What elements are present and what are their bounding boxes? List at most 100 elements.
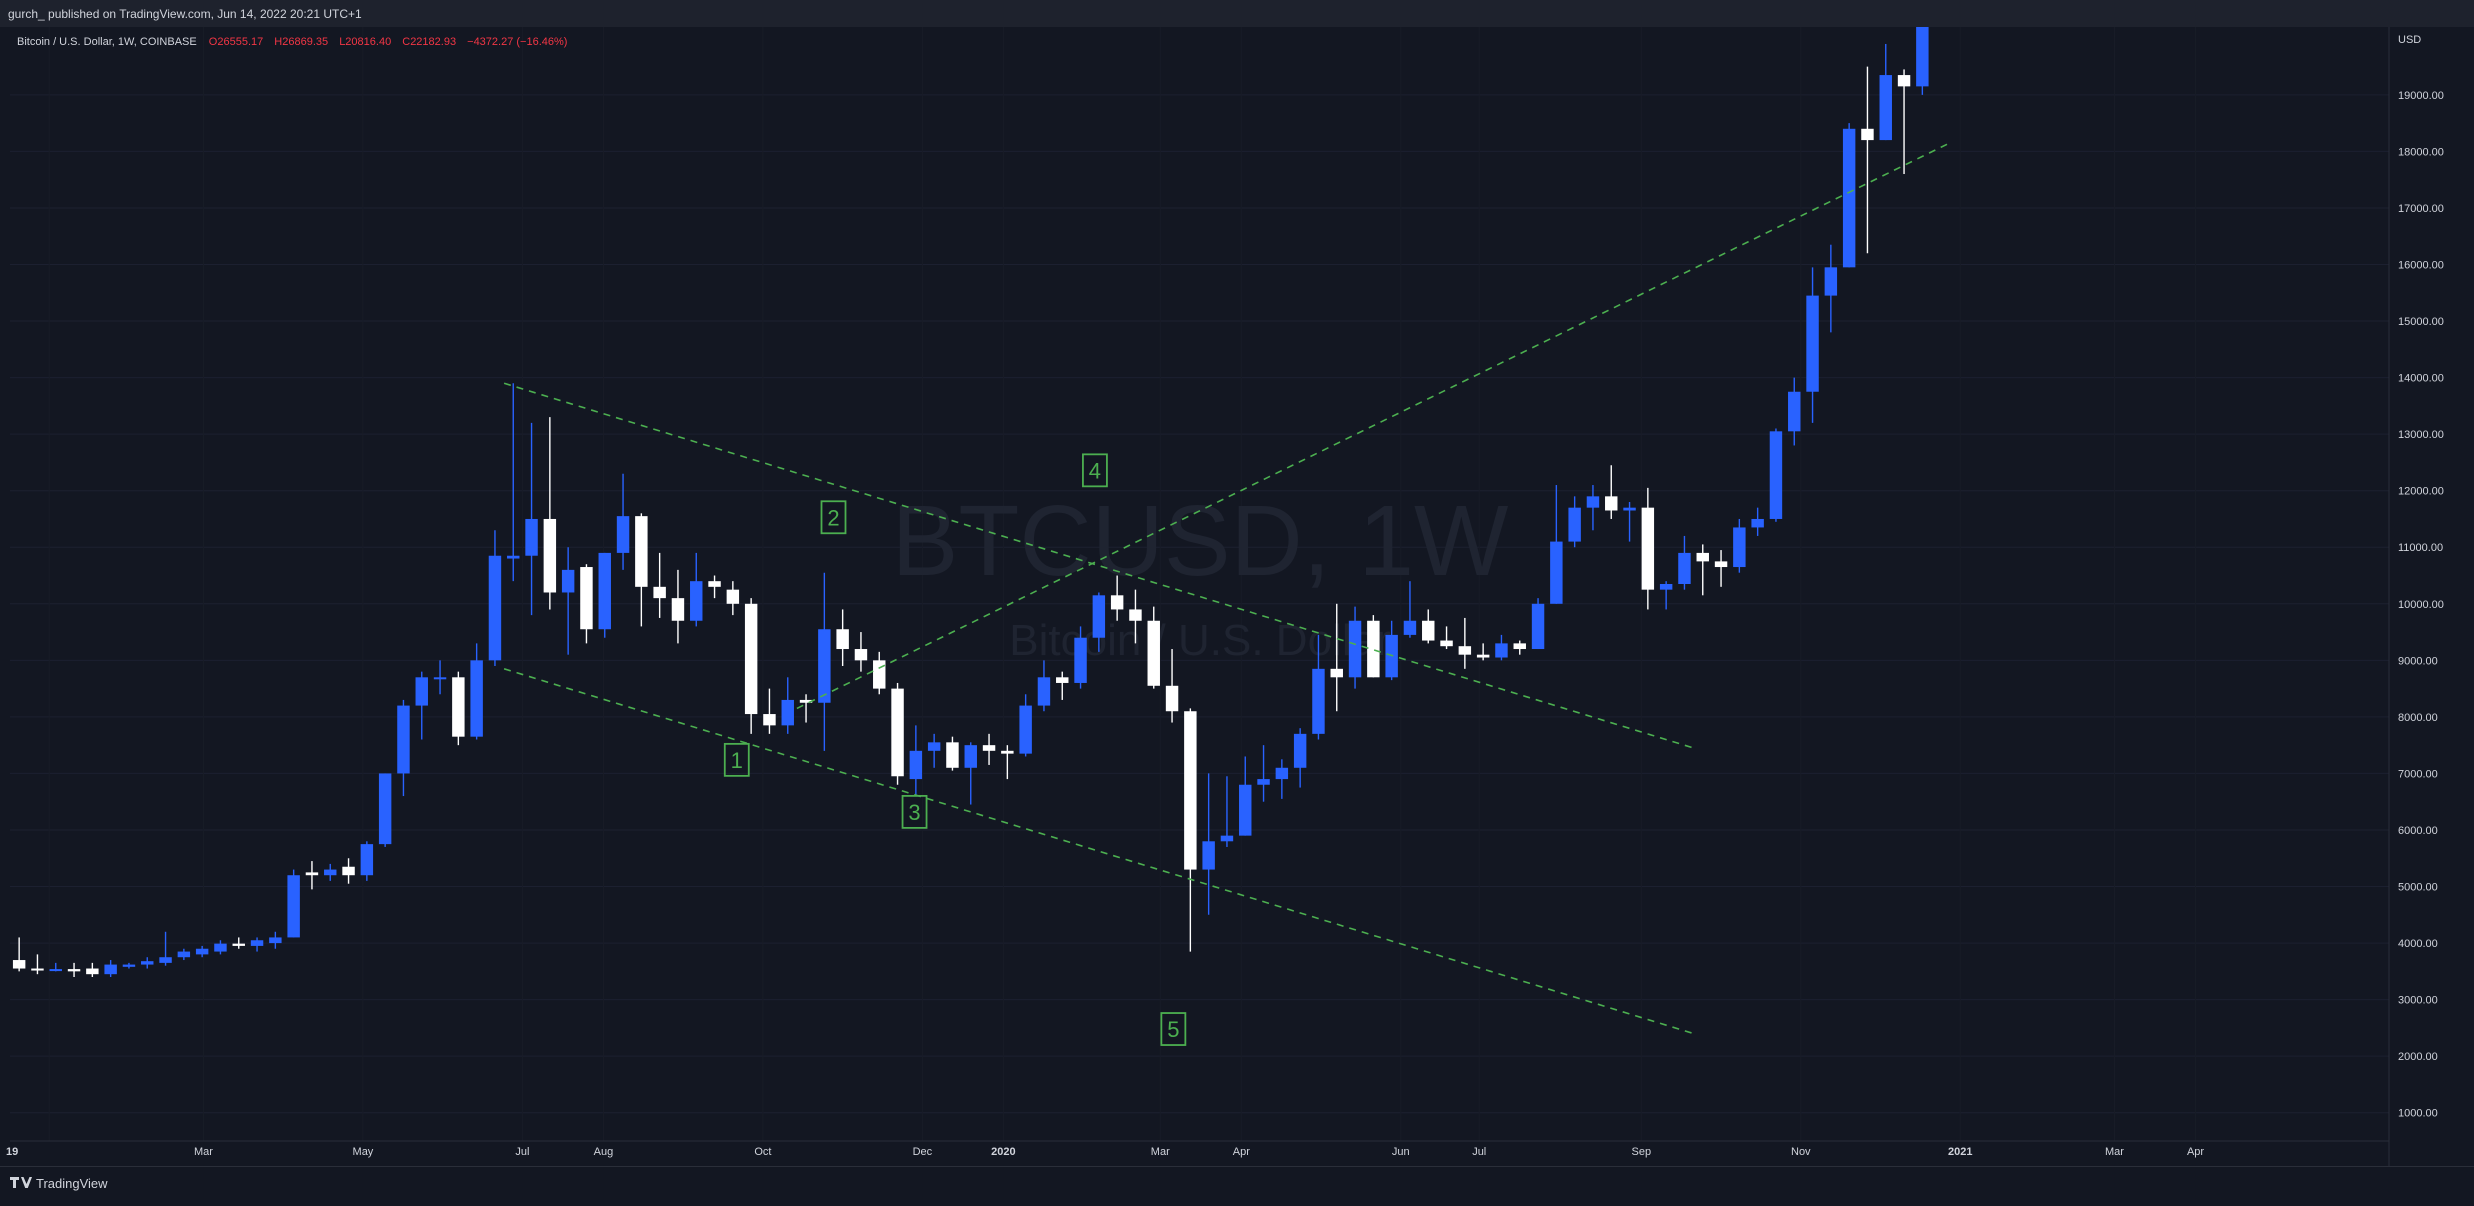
candle-body bbox=[561, 569, 575, 593]
candle bbox=[1019, 694, 1032, 757]
candle bbox=[1348, 606, 1362, 689]
candle bbox=[1842, 123, 1856, 268]
candle-body bbox=[781, 699, 794, 726]
candle-body bbox=[1769, 431, 1783, 519]
candle-body bbox=[177, 951, 191, 958]
candle bbox=[543, 417, 557, 610]
wave-label[interactable]: 2 bbox=[820, 500, 847, 535]
candle bbox=[250, 937, 264, 952]
candle bbox=[1788, 377, 1801, 446]
published-info-text: gurch_ published on TradingView.com, Jun… bbox=[8, 7, 362, 21]
candle-body bbox=[1568, 507, 1581, 542]
candle bbox=[433, 660, 447, 695]
candle bbox=[1806, 267, 1819, 423]
candle-body bbox=[470, 660, 483, 737]
candle-body bbox=[1129, 609, 1142, 621]
candles bbox=[12, 27, 1929, 978]
candle-body bbox=[141, 961, 154, 965]
candle-body bbox=[854, 649, 868, 661]
price-tick-label: 19000.00 bbox=[2398, 90, 2444, 102]
candle-body bbox=[1165, 685, 1179, 712]
candle bbox=[488, 530, 502, 666]
candle-body bbox=[671, 598, 685, 621]
trendlines bbox=[503, 142, 1951, 1035]
time-tick-label: Apr bbox=[2187, 1146, 2204, 1158]
time-tick-label: Apr bbox=[1233, 1146, 1250, 1158]
candle bbox=[946, 736, 959, 771]
candle bbox=[1239, 756, 1252, 836]
candle-body bbox=[49, 969, 62, 972]
candle-body bbox=[86, 968, 99, 975]
candle bbox=[1476, 643, 1490, 661]
candle-body bbox=[433, 677, 447, 680]
time-tick-label: Mar bbox=[1151, 1146, 1170, 1158]
candle bbox=[909, 725, 923, 797]
candle-body bbox=[1458, 646, 1472, 655]
wave-label-text: 2 bbox=[827, 505, 839, 530]
time-tick-label: May bbox=[353, 1146, 374, 1158]
candle-body bbox=[1678, 552, 1691, 584]
wave-label-box bbox=[820, 500, 847, 535]
symbol-legend[interactable]: Bitcoin / U.S. Dollar, 1W, COINBASE O265… bbox=[17, 36, 567, 48]
candle-body bbox=[305, 872, 319, 876]
wave-label-text: 5 bbox=[1167, 1017, 1179, 1042]
candle-body bbox=[909, 750, 923, 780]
price-tick-label: 14000.00 bbox=[2398, 373, 2444, 385]
candle-body bbox=[360, 844, 374, 876]
candle bbox=[891, 682, 904, 785]
price-axis-panel[interactable] bbox=[2389, 27, 2474, 1167]
candle-body bbox=[543, 518, 557, 593]
candle bbox=[708, 575, 721, 599]
candle-body bbox=[1019, 705, 1032, 754]
candle bbox=[616, 473, 630, 570]
price-tick-label: 15000.00 bbox=[2398, 316, 2444, 328]
legend-change: −4372.27 (−16.46%) bbox=[467, 36, 567, 48]
candle bbox=[799, 694, 813, 723]
candle-body bbox=[891, 688, 904, 777]
candle bbox=[1202, 773, 1215, 915]
price-grid bbox=[10, 27, 2389, 1141]
candle-body bbox=[1806, 295, 1819, 392]
candle-body bbox=[982, 745, 996, 751]
trendline[interactable] bbox=[796, 142, 1951, 710]
candle bbox=[31, 954, 44, 975]
candle-body bbox=[31, 968, 44, 971]
candle-body bbox=[287, 875, 300, 938]
candle bbox=[744, 598, 758, 734]
wave-label[interactable]: 4 bbox=[1082, 453, 1108, 488]
candle-body bbox=[1513, 643, 1526, 650]
candle bbox=[1678, 535, 1691, 590]
candle bbox=[1165, 649, 1179, 723]
candle-body bbox=[1586, 496, 1600, 508]
candle-body bbox=[342, 866, 355, 876]
candle-body bbox=[1422, 620, 1435, 641]
candle-body bbox=[708, 581, 721, 587]
candle bbox=[232, 937, 245, 949]
candle bbox=[470, 643, 483, 740]
candle bbox=[1001, 745, 1014, 780]
publish-header-bar bbox=[0, 0, 2474, 27]
candle-body bbox=[744, 603, 758, 715]
candle bbox=[1184, 708, 1197, 952]
wave-label[interactable]: 1 bbox=[723, 742, 750, 777]
candle bbox=[561, 547, 575, 655]
candle-body bbox=[1367, 620, 1380, 678]
price-tick-label: 12000.00 bbox=[2398, 486, 2444, 498]
time-axis-ticks[interactable]: 19 Mar May Jul Aug Oct Dec 2020 Mar Apr Jun Jul Sep N… bbox=[6, 1146, 2204, 1158]
candle bbox=[141, 957, 154, 969]
candle bbox=[415, 671, 428, 740]
wave-label[interactable]: 3 bbox=[901, 794, 928, 829]
candle-body bbox=[1440, 640, 1453, 647]
tradingview-logo[interactable]: TradingView bbox=[10, 1176, 108, 1191]
candle bbox=[342, 858, 355, 884]
candle bbox=[781, 677, 794, 734]
candle-body bbox=[1879, 75, 1892, 141]
candle bbox=[854, 632, 868, 672]
candle-body bbox=[67, 969, 81, 972]
wave-label[interactable]: 5 bbox=[1160, 1012, 1187, 1046]
candle bbox=[1861, 66, 1874, 254]
price-tick-label: 2000.00 bbox=[2398, 1051, 2438, 1063]
